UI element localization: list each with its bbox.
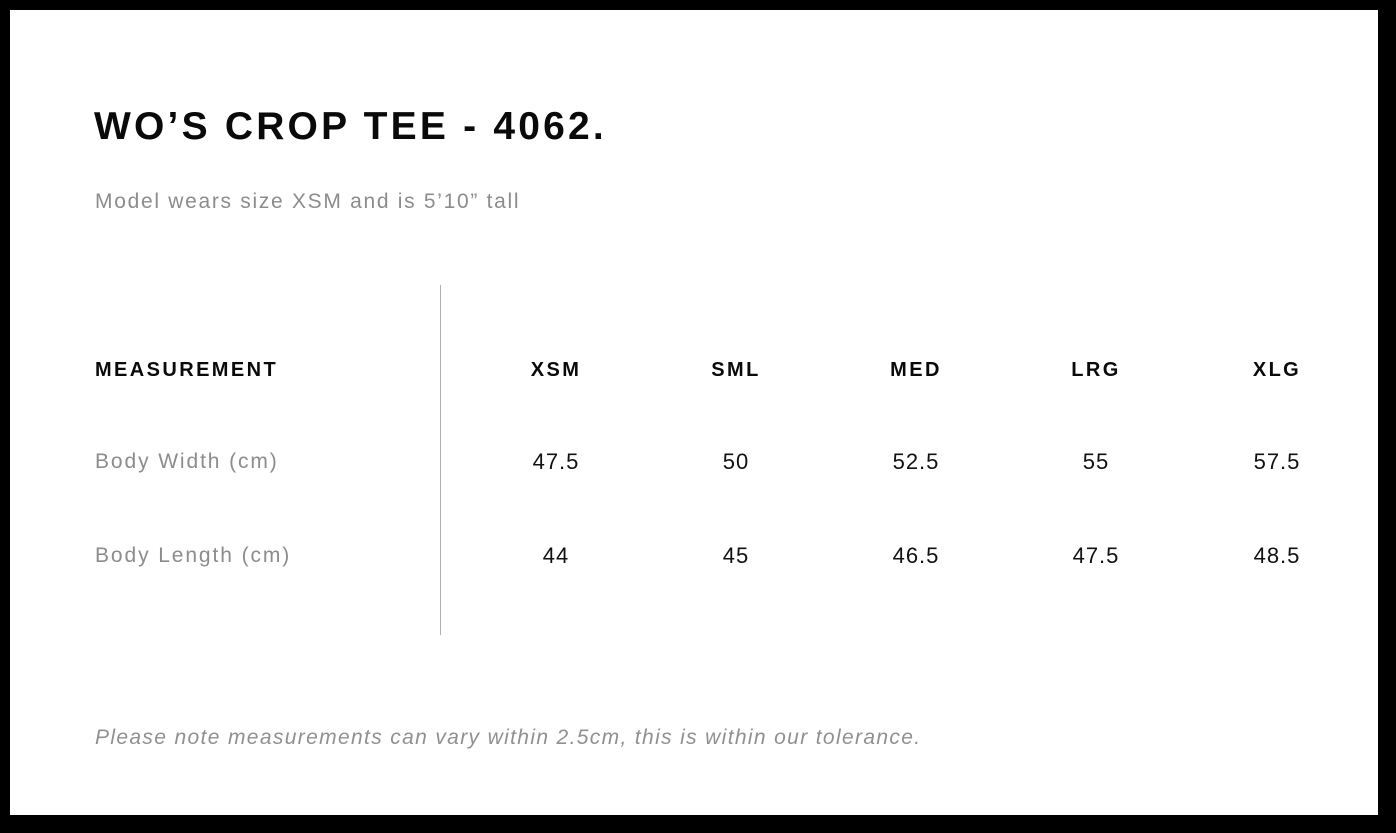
- row-label-body-length: Body Length (cm): [95, 544, 292, 567]
- cell-body-length-med: 46.5: [892, 543, 940, 568]
- column-header-xsm: XSM: [530, 359, 582, 381]
- cell-body-length-sml: 45: [722, 543, 750, 568]
- row-label-body-width: Body Width (cm): [95, 450, 279, 473]
- column-header-med: MED: [890, 359, 942, 381]
- column-header-xlg: XLG: [1252, 359, 1302, 381]
- model-info-subtitle: Model wears size XSM and is 5’10” tall: [95, 190, 521, 213]
- cell-body-length-xlg: 48.5: [1253, 543, 1301, 568]
- cell-body-width-xlg: 57.5: [1253, 449, 1301, 474]
- cell-body-width-med: 52.5: [892, 449, 940, 474]
- cell-body-length-xsm: 44: [542, 543, 570, 568]
- table-row: Body Width (cm) 47.5 50 52.5 55 57.5: [10, 447, 1378, 477]
- cell-body-width-xsm: 47.5: [532, 449, 580, 474]
- cell-body-width-lrg: 55: [1082, 449, 1110, 474]
- column-header-lrg: LRG: [1071, 359, 1121, 381]
- column-header-measurement: MEASUREMENT: [95, 359, 279, 381]
- table-row: Body Length (cm) 44 45 46.5 47.5 48.5: [10, 541, 1378, 571]
- table-header-row: MEASUREMENT XSM SML MED LRG XLG: [10, 355, 1378, 385]
- cell-body-width-sml: 50: [722, 449, 750, 474]
- page-title: WO’S CROP TEE - 4062.: [94, 105, 607, 148]
- tolerance-note: Please note measurements can vary within…: [95, 726, 922, 749]
- size-chart-card: WO’S CROP TEE - 4062. Model wears size X…: [10, 10, 1378, 815]
- size-chart-table: MEASUREMENT XSM SML MED LRG XLG Body Wid…: [10, 10, 1378, 815]
- table-column-divider: [440, 285, 441, 635]
- cell-body-length-lrg: 47.5: [1072, 543, 1120, 568]
- column-header-sml: SML: [711, 359, 761, 381]
